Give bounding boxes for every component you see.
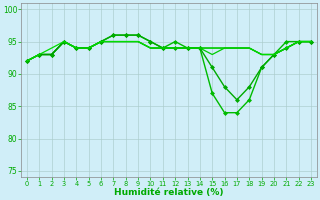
- X-axis label: Humidité relative (%): Humidité relative (%): [114, 188, 224, 197]
